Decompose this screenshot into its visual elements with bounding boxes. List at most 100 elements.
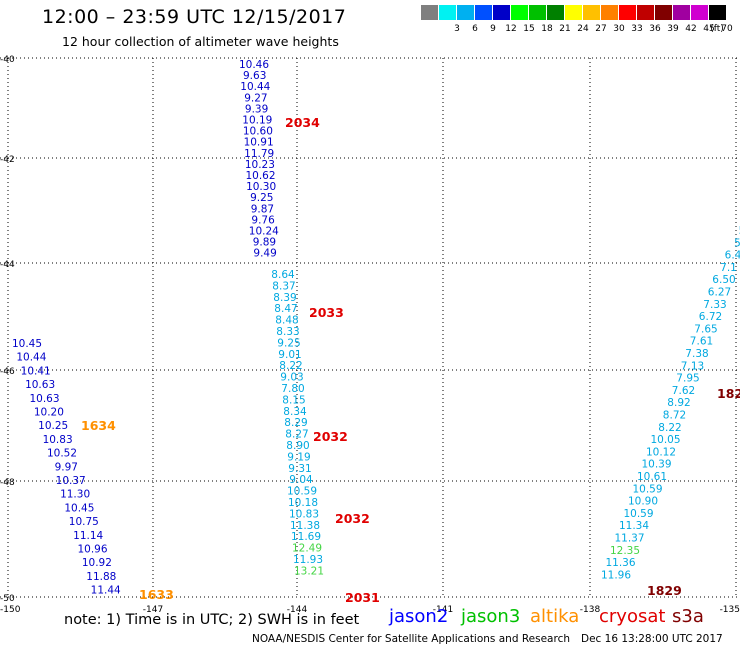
color-scale-swatch <box>421 5 438 20</box>
pass-time-label: 182 <box>717 386 740 401</box>
wave-height-value: 9.27 <box>244 92 267 104</box>
color-scale-swatch <box>619 5 636 20</box>
wave-height-value: 10.63 <box>25 379 55 391</box>
wave-height-value: 11.93 <box>293 554 323 566</box>
color-scale-label: 21 <box>559 24 571 34</box>
color-scale-label: 27 <box>595 24 607 34</box>
wave-height-value: 5 <box>739 225 740 237</box>
color-scale-swatch <box>637 5 654 20</box>
pass-time-label: 2031 <box>345 590 380 605</box>
color-scale-swatch <box>493 5 510 20</box>
wave-height-value: 7.61 <box>690 336 713 348</box>
wave-height-value: 8.15 <box>282 394 305 406</box>
latitude-tick-label: -44 <box>0 260 15 270</box>
wave-height-value: 8.48 <box>275 315 298 327</box>
color-scale-label: 24 <box>577 24 589 34</box>
latitude-tick-label: -42 <box>0 155 15 165</box>
wave-height-value: 11.69 <box>291 531 321 543</box>
longitude-tick-label: -144 <box>287 605 308 615</box>
wave-height-value: 11.44 <box>91 585 121 597</box>
wave-height-value: 10.61 <box>637 471 667 483</box>
wave-height-value: 7.38 <box>685 348 708 360</box>
wave-height-value: 10.30 <box>246 181 276 193</box>
wave-height-value: 10.96 <box>77 544 107 556</box>
wave-height-value: 9.97 <box>55 461 78 473</box>
wave-height-value: 10.41 <box>21 365 51 377</box>
wave-height-value: 11.34 <box>619 520 649 532</box>
color-scale-swatch <box>565 5 582 20</box>
wave-height-value: 10.45 <box>64 502 94 514</box>
wave-height-value: 8.22 <box>658 422 681 434</box>
wave-height-value: 10.52 <box>47 448 77 460</box>
wave-height-value: 10.59 <box>632 483 662 495</box>
pass-time-label: 2032 <box>313 429 348 444</box>
wave-height-value: 10.05 <box>650 434 680 446</box>
color-scale-swatch <box>457 5 474 20</box>
pass-time-label: 1633 <box>139 587 174 602</box>
color-scale-swatch <box>709 5 726 20</box>
wave-height-value: 8.39 <box>273 292 296 304</box>
latitude-tick-label: -40 <box>0 55 15 65</box>
wave-height-value: 9.31 <box>288 463 311 475</box>
wave-height-value: 10.60 <box>243 126 273 138</box>
color-scale-swatch <box>439 5 456 20</box>
pass-time-label: 1634 <box>81 418 116 433</box>
wave-height-value: 11.36 <box>605 557 635 569</box>
color-scale-label: 6 <box>472 24 478 34</box>
wave-height-value: 9.39 <box>245 103 268 115</box>
wave-height-value: 9.04 <box>289 474 313 486</box>
longitude-tick-label: -147 <box>143 605 163 615</box>
credit-text: NOAA/NESDIS Center for Satellite Applica… <box>252 633 570 645</box>
page-subtitle: 12 hour collection of altimeter wave hei… <box>62 34 339 49</box>
latitude-tick-label: -50 <box>0 594 15 604</box>
wave-height-value: 10.46 <box>239 59 269 71</box>
timestamp-text: Dec 16 13:28:00 UTC 2017 <box>581 633 723 645</box>
legend-cryosat: cryosat <box>599 606 666 627</box>
wave-height-value: 6.72 <box>699 311 722 323</box>
wave-height-value: 12.35 <box>610 545 640 557</box>
wave-height-value: 8.29 <box>284 417 307 429</box>
color-scale-label: 36 <box>649 24 661 34</box>
wave-height-value: 10.92 <box>82 557 112 569</box>
wave-height-value: 12.49 <box>292 543 322 555</box>
color-scale-label: 39 <box>667 24 679 34</box>
latitude-tick-label: -48 <box>0 478 15 488</box>
color-scale-swatch <box>547 5 564 20</box>
wave-height-value: 10.18 <box>288 497 318 509</box>
wave-height-value: 10.39 <box>641 459 671 471</box>
wave-height-value: 8.33 <box>276 326 299 338</box>
wave-height-value: 6.50 <box>712 274 735 286</box>
color-scale-label: 9 <box>490 24 496 34</box>
color-scale-label: 42 <box>685 24 697 34</box>
wave-height-value: 10.59 <box>287 486 317 498</box>
wave-height-value: 10.37 <box>56 475 86 487</box>
color-scale-swatch <box>655 5 672 20</box>
color-scale-swatch <box>601 5 618 20</box>
wave-height-value: 8.72 <box>663 410 686 422</box>
wave-height-value: 10.19 <box>242 115 272 127</box>
wave-height-value: 10.83 <box>289 508 319 520</box>
pass-time-label: 2032 <box>335 511 370 526</box>
wave-height-value: 10.59 <box>623 508 653 520</box>
wave-height-value: 9.89 <box>253 237 276 249</box>
wave-height-value: 11.14 <box>73 530 103 542</box>
wave-height-value: 8.90 <box>286 440 309 452</box>
wave-height-value: 10.24 <box>249 226 279 238</box>
wave-height-value: 10.20 <box>34 407 64 419</box>
color-scale-label: 30 <box>613 24 625 34</box>
longitude-tick-label: -135 <box>720 605 740 615</box>
wave-height-value: 7.95 <box>676 373 699 385</box>
color-scale-label: 70 <box>721 24 733 34</box>
color-scale-label: 15 <box>523 24 535 34</box>
legend-altika: altika <box>530 606 580 627</box>
legend-jason3: jason3 <box>461 606 521 627</box>
color-scale-label: 12 <box>505 24 517 34</box>
color-scale-swatch <box>691 5 708 20</box>
wave-height-value: 7.80 <box>281 383 304 395</box>
wave-height-value: 11.96 <box>601 569 631 581</box>
longitude-tick-label: -150 <box>0 605 21 615</box>
page-title: 12:00 – 23:59 UTC 12/15/2017 <box>42 6 347 28</box>
wave-height-value: 11.37 <box>614 533 644 545</box>
color-scale-label: 18 <box>541 24 553 34</box>
